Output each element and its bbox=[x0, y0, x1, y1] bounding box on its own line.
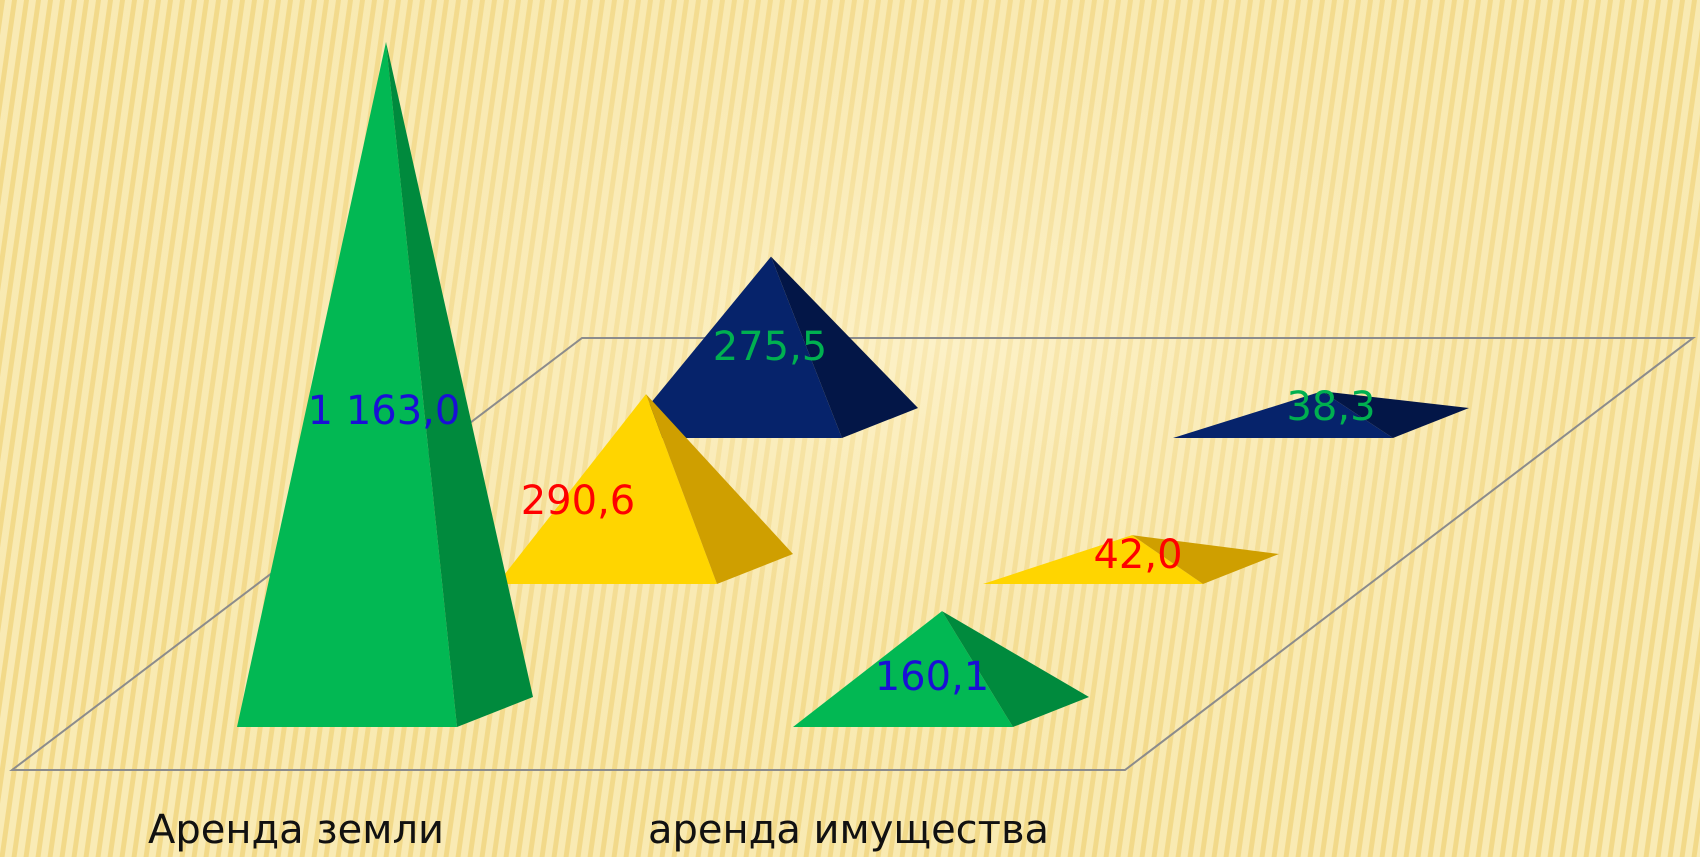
pyramid-side-face bbox=[771, 256, 918, 438]
pyramid-front-face bbox=[983, 535, 1203, 584]
category-label-0: Аренда земли bbox=[148, 807, 444, 853]
pyramid-mark-s2-c0 bbox=[622, 256, 918, 438]
value-label-s2-c0: 275,5 bbox=[713, 324, 828, 370]
pyramid-side-face bbox=[386, 42, 533, 727]
value-label-s0-c1: 160,1 bbox=[875, 654, 990, 700]
pyramid-side-face bbox=[1132, 535, 1279, 584]
category-label-1: аренда имущества bbox=[648, 807, 1049, 853]
pyramid-side-face bbox=[1322, 391, 1469, 438]
pyramid-side-face bbox=[646, 394, 793, 584]
value-label-s1-c0: 290,6 bbox=[521, 478, 636, 524]
value-label-s0-c0: 1 163,0 bbox=[308, 388, 461, 434]
pyramid-side-face bbox=[942, 611, 1089, 727]
pyramid-front-face bbox=[622, 256, 842, 438]
pyramid-mark-s0-c1 bbox=[793, 611, 1089, 727]
pyramid-front-face bbox=[237, 42, 457, 727]
pyramid-mark-s1-c0 bbox=[497, 394, 793, 584]
pyramid-front-face bbox=[793, 611, 1013, 727]
pyramid-front-face bbox=[497, 394, 717, 584]
pyramid-front-face bbox=[1173, 391, 1393, 438]
value-label-s2-c1: 38,3 bbox=[1286, 384, 1375, 430]
pyramid-mark-s0-c0 bbox=[237, 42, 533, 727]
chart-labels: 275,5 38,3 42,0 290,6 160,1 1 163,0 bbox=[308, 324, 1376, 700]
chart-marks bbox=[237, 42, 1469, 727]
value-label-s1-c1: 42,0 bbox=[1093, 532, 1182, 578]
pyramid-mark-s1-c1 bbox=[983, 535, 1279, 584]
pyramid-mark-s2-c1 bbox=[1173, 391, 1469, 438]
